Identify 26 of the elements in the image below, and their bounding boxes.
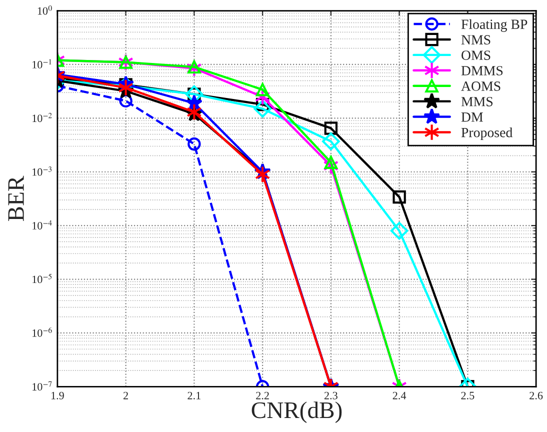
y-tick-label: 10$^{−1}$ [32, 59, 52, 68]
legend-label: DMMS [461, 66, 503, 76]
x-tick-label: 2.6 [530, 392, 543, 400]
y-tick-label: 10$^{−6}$ [32, 327, 52, 337]
y-tick-label: 10$^{−2}$ [32, 112, 52, 122]
y-tick-label: 10$^{−3}$ [32, 166, 52, 176]
y-axis-title: BER [8, 176, 24, 221]
x-tick-label: 1.9 [51, 392, 64, 400]
x-tick-label: 2.3 [324, 392, 338, 400]
x-tick-label: 2.1 [188, 392, 200, 400]
legend-label: NMS [461, 35, 490, 44]
y-tick-label: 10$^{−7}$ [32, 381, 52, 391]
legend-label: Floating BP [461, 19, 528, 32]
legend-label: AOMS [461, 82, 500, 91]
x-tick-label: 2.4 [392, 392, 406, 400]
x-tick-label: 2.2 [256, 392, 269, 400]
y-tick-label: 10$^{−4}$ [32, 220, 52, 230]
legend-label: MMS [461, 96, 493, 106]
legend-label: OMS [462, 50, 490, 60]
x-tick-label: 2.5 [461, 392, 474, 400]
legend-label: Proposed [461, 127, 512, 140]
legend-label: DM [461, 112, 483, 122]
x-tick-label: 2 [124, 392, 128, 400]
y-tick-label: 10$^{0}$ [38, 5, 52, 15]
y-tick-label: 10$^{−5}$ [32, 274, 52, 284]
x-axis-title: CNR(dB) [252, 402, 342, 423]
